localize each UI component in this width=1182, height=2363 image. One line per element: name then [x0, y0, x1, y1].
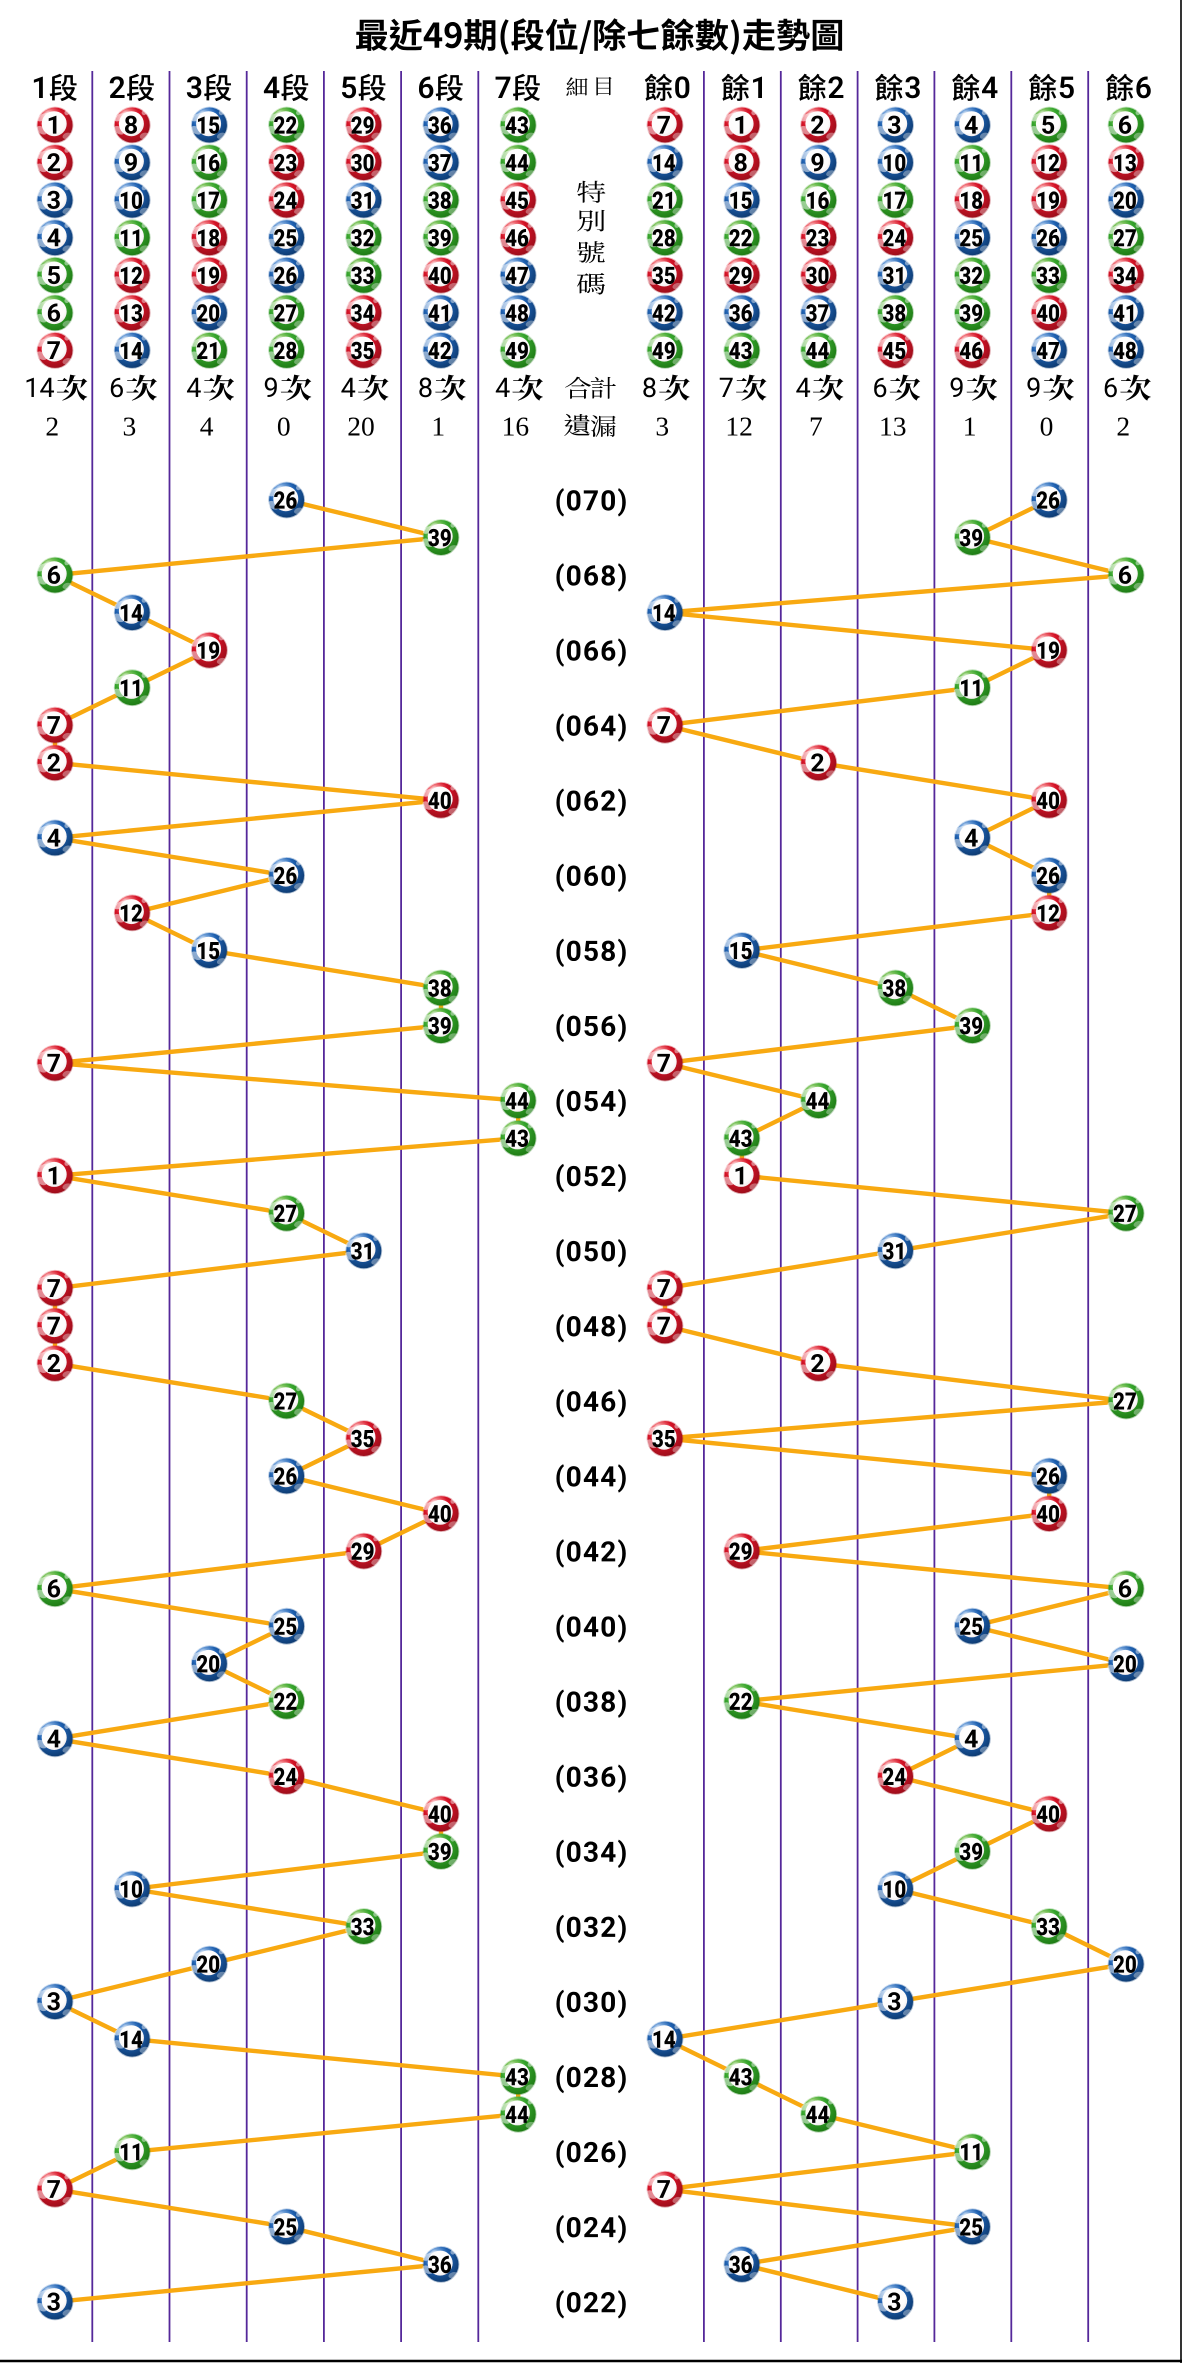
svg-text:0: 0	[1040, 411, 1054, 442]
svg-text:3: 3	[655, 411, 669, 442]
svg-text:2: 2	[45, 411, 59, 442]
svg-text:13: 13	[879, 411, 907, 442]
svg-text:3: 3	[123, 411, 137, 442]
svg-text:2: 2	[1116, 411, 1130, 442]
svg-text:4: 4	[200, 411, 214, 442]
svg-text:1: 1	[431, 411, 445, 442]
svg-text:1: 1	[963, 411, 977, 442]
svg-text:16: 16	[502, 411, 530, 442]
svg-text:20: 20	[347, 411, 375, 442]
svg-text:0: 0	[277, 411, 291, 442]
svg-text:7: 7	[809, 411, 823, 442]
svg-text:12: 12	[725, 411, 753, 442]
